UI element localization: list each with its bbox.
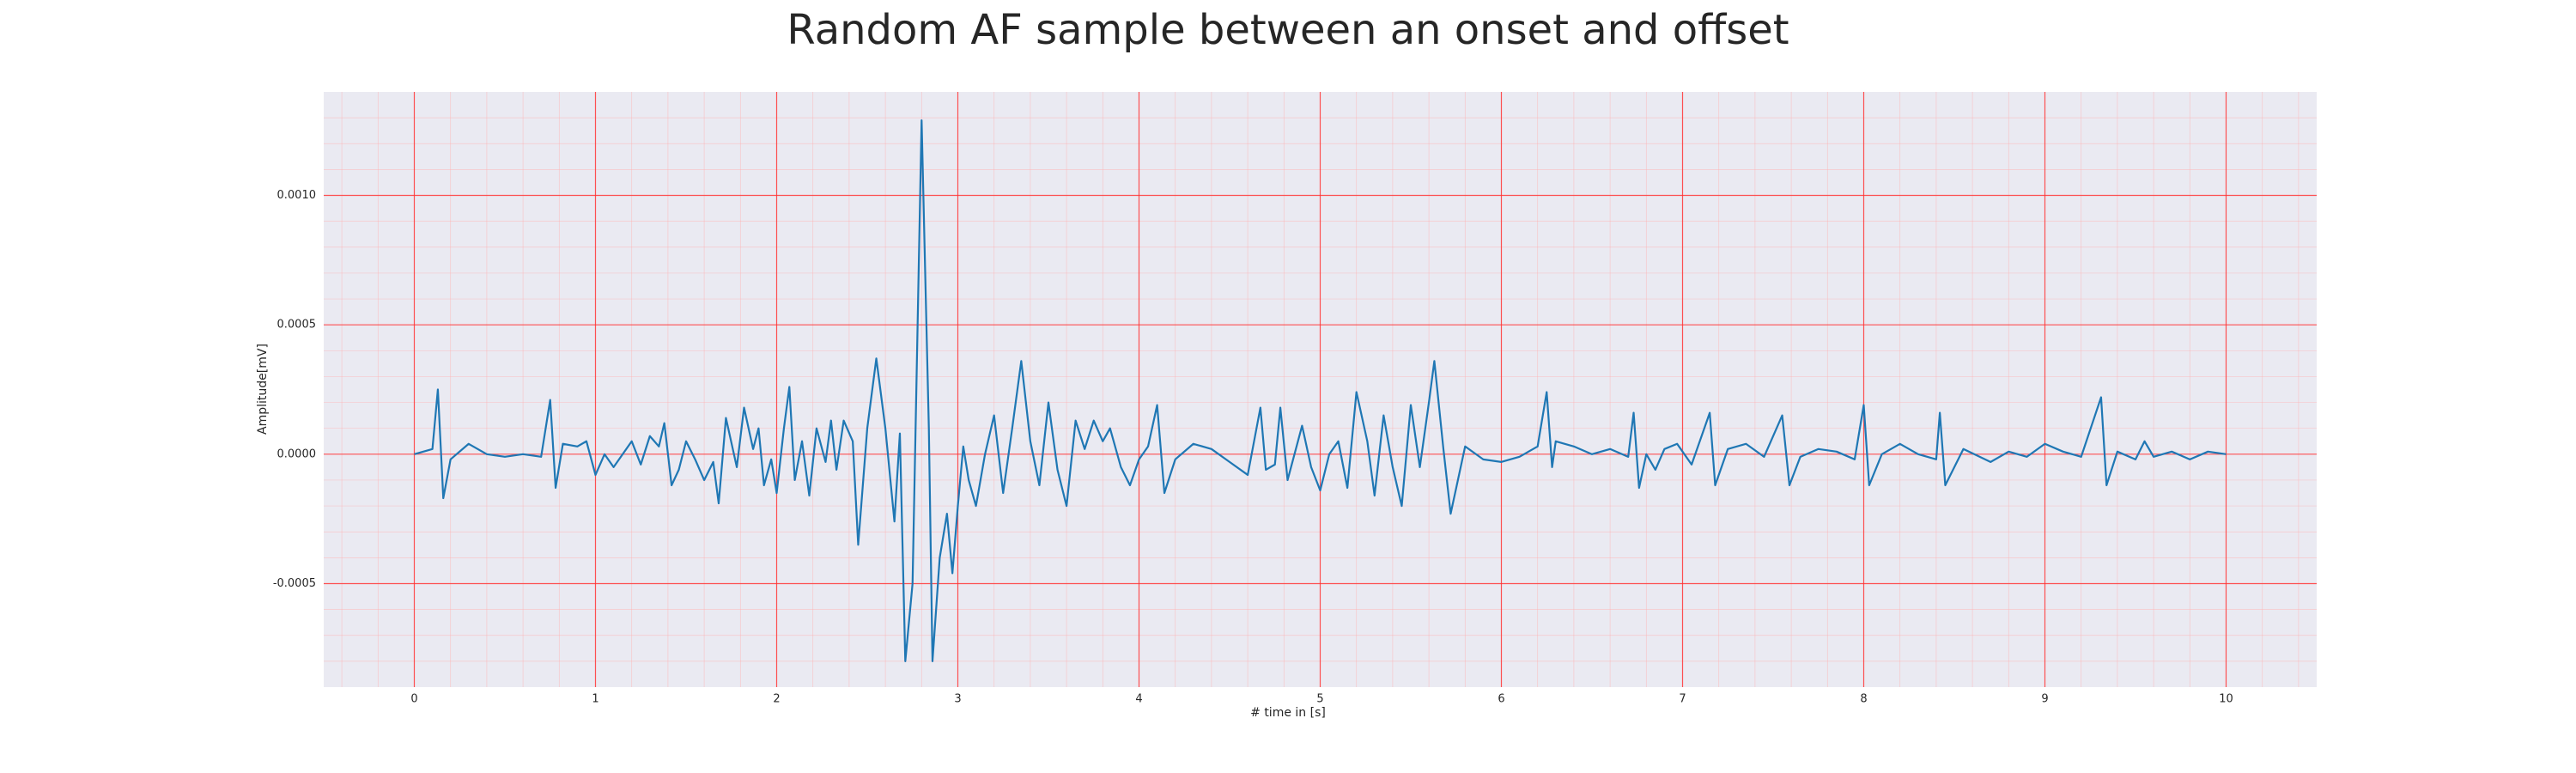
grid [324,92,2317,687]
labels: 0 1 2 3 4 5 6 7 8 9 10 -0.0005 0.0000 0.0005 0.0010 [273,189,2233,705]
x-tick-label: 3 [954,693,961,706]
marks [414,119,2227,662]
x-tick-label: 7 [1679,693,1686,706]
chart-title: Random AF sample between an onset and of… [787,6,1789,54]
y-axis-label: Amplitude[mV] [256,344,270,435]
y-tick-label: 0.0000 [277,447,317,460]
x-tick-label: 2 [773,693,780,706]
x-tick-label: 0 [410,693,417,706]
x-tick-label: 10 [2219,693,2233,706]
x-tick-label: 4 [1135,693,1142,706]
x-tick-label: 6 [1498,693,1504,706]
y-tick-label: 0.0005 [277,319,317,332]
x-tick-label: 1 [592,693,598,706]
x-axis-label: # time in [s] [1250,706,1326,720]
x-tick-label: 9 [2041,693,2048,706]
x-tick-label: 5 [1316,693,1323,706]
signal-line [414,119,2227,662]
y-tick-label: 0.0010 [277,189,317,202]
x-tick-label: 8 [1860,693,1867,706]
y-tick-label: -0.0005 [273,577,316,590]
